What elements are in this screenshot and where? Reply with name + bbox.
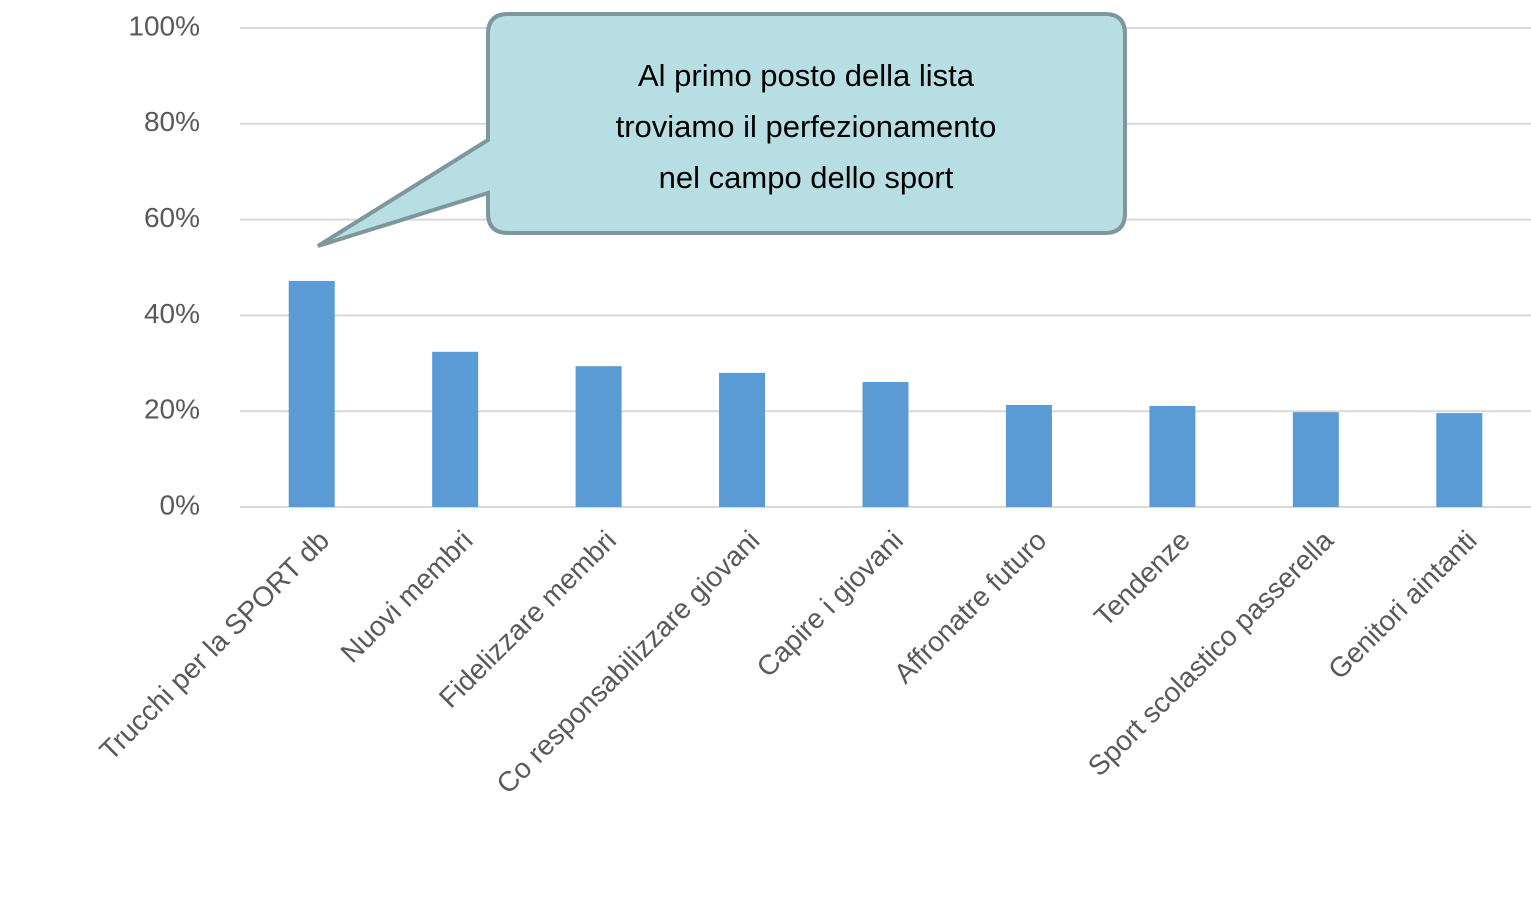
y-tick-label: 60%: [144, 202, 200, 233]
annotation: Al primo posto della lista: [638, 58, 975, 93]
bar: [288, 280, 335, 507]
bar: [432, 351, 479, 507]
x-tick-label: Affronatre futuro: [888, 525, 1053, 690]
x-tick-label: Co responsabilizzare giovani: [490, 525, 765, 800]
bar: [1149, 405, 1196, 507]
y-tick-label: 100%: [128, 10, 200, 41]
bar: [575, 366, 622, 507]
bar: [1005, 404, 1052, 507]
y-tick-label: 40%: [144, 298, 200, 329]
annotation: troviamo il perfezionamento: [616, 109, 997, 144]
bar: [1436, 413, 1483, 507]
bars: [288, 280, 1483, 507]
x-tick-label: Sport scolastico passerella: [1082, 524, 1340, 782]
bar: [862, 381, 909, 507]
x-tick-label: Capire i giovani: [751, 525, 909, 683]
bar: [719, 372, 766, 507]
x-tick-label: Tendenze: [1088, 525, 1196, 633]
x-tick-label: Trucchi per la SPORT db: [94, 525, 336, 767]
bar: [1292, 412, 1339, 507]
annotation: nel campo dello sport: [659, 160, 954, 195]
y-tick-label: 80%: [144, 106, 200, 137]
x-tick-label: Nuovi membri: [335, 525, 479, 669]
y-tick-label: 0%: [160, 489, 200, 520]
callout: [316, 12, 1127, 248]
x-tick-label: Genitori aintanti: [1322, 525, 1483, 686]
y-tick-label: 20%: [144, 394, 200, 425]
